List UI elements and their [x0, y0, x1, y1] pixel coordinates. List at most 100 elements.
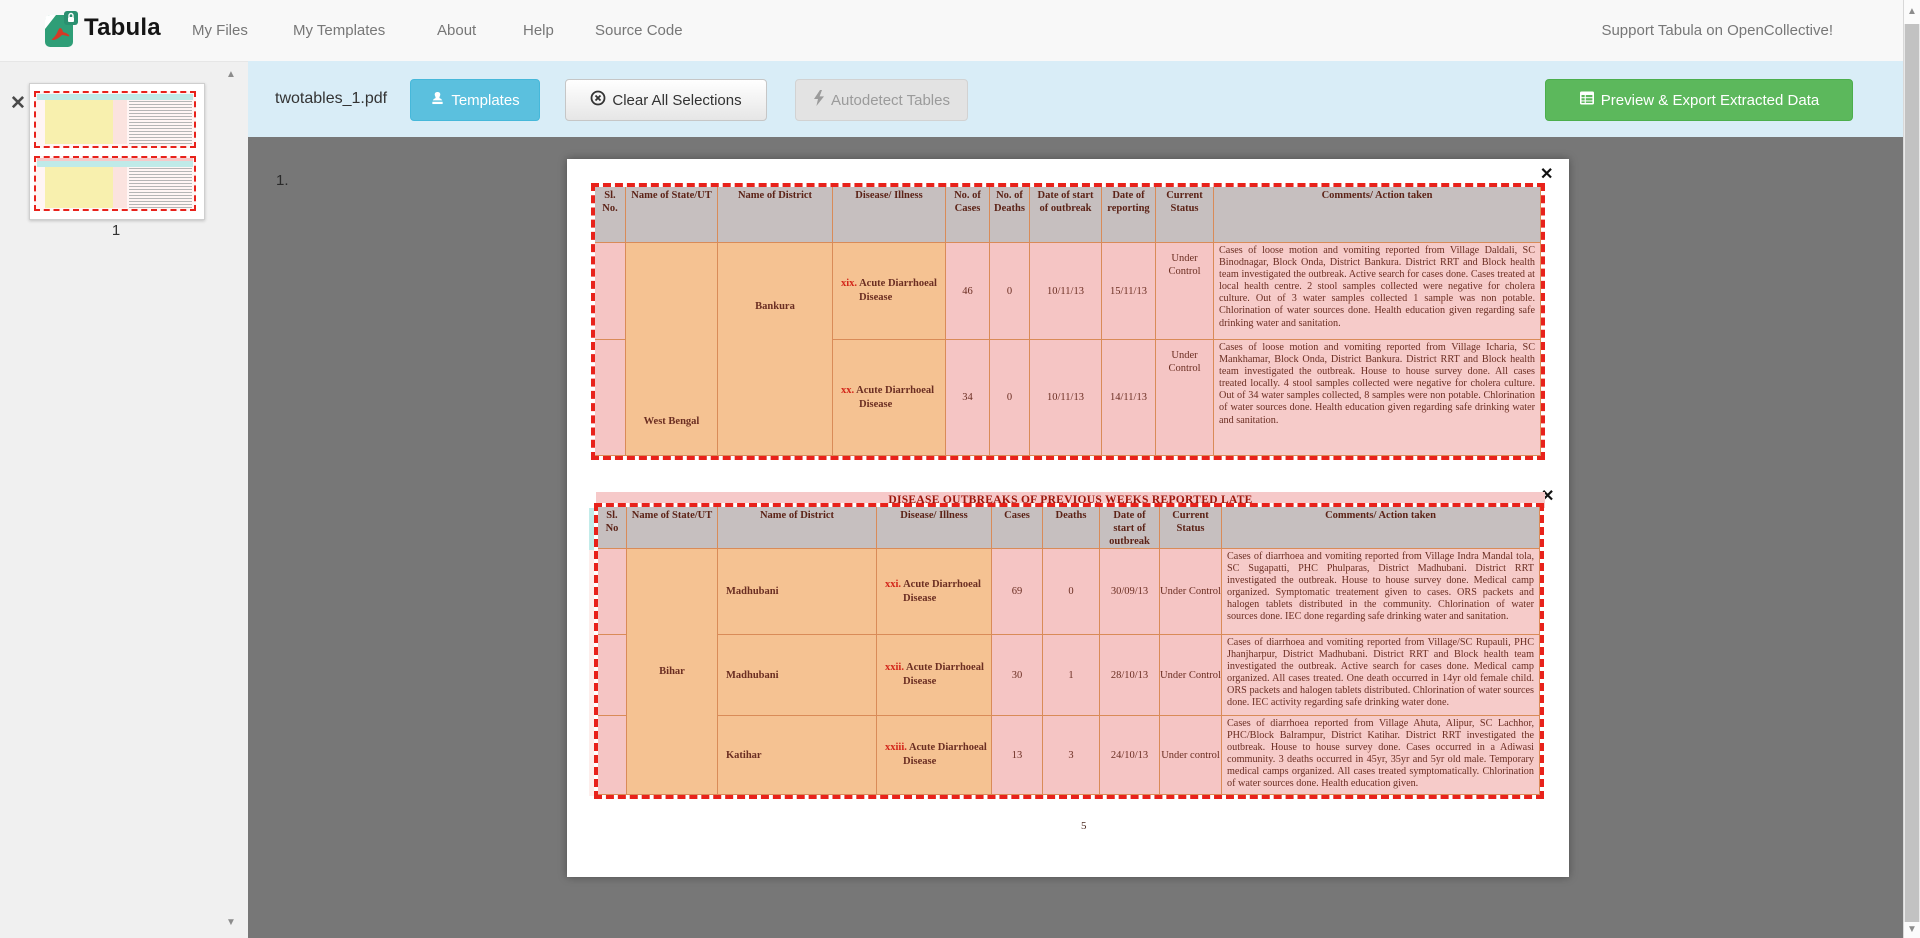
t2-cell-disease-2: xxii. Acute Diarrhoeal Disease — [877, 635, 992, 716]
t2-roman-2: xxii. — [885, 662, 904, 674]
t1-cell-start-1: 10/11/13 — [1030, 243, 1102, 340]
brand-title[interactable]: Tabula — [84, 14, 161, 41]
t2-cell-status-2: Under Control — [1160, 635, 1222, 716]
scrollbar-up-button[interactable]: ▲ — [1904, 0, 1920, 24]
t1-cell-reporting-1: 15/11/13 — [1102, 243, 1156, 340]
t1-cell-sl — [595, 243, 626, 340]
nav-item-help[interactable]: Help — [523, 22, 554, 39]
table-1: Sl. No. Name of State/UT Name of Distric… — [595, 187, 1541, 456]
t2-cell-status-1: Under Control — [1160, 549, 1222, 635]
nav-item-my-files[interactable]: My Files — [192, 22, 248, 39]
scrollbar-down-button[interactable]: ▼ — [1904, 922, 1920, 938]
pdf-page-number: 5 — [1081, 820, 1087, 832]
templates-button[interactable]: Templates — [410, 79, 540, 121]
scroll-up-arrow: ▲ — [1907, 6, 1917, 17]
clear-all-selections-label: Clear All Selections — [612, 91, 742, 109]
nav-item-my-templates[interactable]: My Templates — [293, 22, 386, 39]
nav-item-source-code[interactable]: Source Code — [595, 22, 683, 39]
page-list-marker: 1. — [276, 172, 289, 189]
table-selection-1[interactable]: Sl. No. Name of State/UT Name of Distric… — [591, 183, 1545, 460]
preview-export-button[interactable]: Preview & Export Extracted Data — [1545, 79, 1853, 121]
t2-cell-deaths-1: 0 — [1043, 549, 1100, 635]
t2-cell-deaths-2: 1 — [1043, 635, 1100, 716]
t1-header-status: Current Status — [1156, 187, 1214, 243]
remove-page-button[interactable]: ✕ — [10, 93, 26, 114]
t2-cell-district-2: Madhubani — [718, 635, 877, 716]
scrollbar-thumb[interactable] — [1905, 24, 1919, 922]
t1-cell-disease-2: xx. Acute Diarrhoeal Disease — [833, 340, 946, 456]
selection-1-close-icon[interactable]: ✕ — [1540, 166, 1554, 183]
t2-cell-disease-3: xxiii. Acute Diarrhoeal Disease — [877, 716, 992, 795]
t2-header-sl: Sl. No — [598, 507, 627, 549]
t2-cell-cases-2: 30 — [992, 635, 1043, 716]
t2-cell-sl — [598, 549, 627, 635]
t2-cell-start-3: 24/10/13 — [1100, 716, 1160, 795]
sidebar-scroll-up-arrow[interactable]: ▲ — [226, 69, 236, 80]
t1-cell-cases-2: 34 — [946, 340, 990, 456]
t1-header-start: Date of start of outbreak — [1030, 187, 1102, 243]
t2-cell-sl — [598, 635, 627, 716]
t2-cell-cases-3: 13 — [992, 716, 1043, 795]
mini-table-cells — [113, 100, 127, 144]
t2-cell-district-1: Madhubani — [718, 549, 877, 635]
t2-cell-start-2: 28/10/13 — [1100, 635, 1160, 716]
t1-cell-district: Bankura — [718, 243, 833, 456]
table-icon — [1579, 90, 1595, 110]
t1-cell-state: West Bengal — [626, 243, 718, 456]
t2-cell-comment-2: Cases of diarrhoea and vomiting reported… — [1222, 635, 1540, 716]
t2-cell-sl — [598, 716, 627, 795]
t2-header-start: Date of start of outbreak — [1100, 507, 1160, 549]
t1-header-disease: Disease/ Illness — [833, 187, 946, 243]
preview-export-label: Preview & Export Extracted Data — [1600, 91, 1820, 109]
stamp-icon — [430, 91, 445, 110]
t2-header-disease: Disease/ Illness — [877, 507, 992, 549]
templates-button-label: Templates — [451, 91, 520, 109]
document-filename: twotables_1.pdf — [275, 90, 388, 107]
t2-cell-start-1: 30/09/13 — [1100, 549, 1160, 635]
t1-cell-status-2: Under Control — [1156, 340, 1214, 456]
t1-header-district: Name of District — [718, 187, 833, 243]
t1-header-cases: No. of Cases — [946, 187, 990, 243]
page-thumbnail[interactable] — [29, 83, 205, 220]
mini-table-text — [129, 101, 192, 144]
mini-table-header — [37, 161, 193, 167]
mini-table-cells — [113, 167, 127, 208]
t2-header-cases: Cases — [992, 507, 1043, 549]
pdf-page[interactable]: ✕ ✕ Sl. No. Name of State/UT Name of Dis… — [567, 159, 1569, 877]
autodetect-tables-label: Autodetect Tables — [831, 91, 950, 109]
t2-header-deaths: Deaths — [1043, 507, 1100, 549]
t2-cell-district-3: Katihar — [718, 716, 877, 795]
t1-cell-deaths-2: 0 — [990, 340, 1030, 456]
t2-header-district: Name of District — [718, 507, 877, 549]
table-selection-2[interactable]: Sl. No Name of State/UT Name of District… — [594, 503, 1544, 799]
t2-header-status: Current Status — [1160, 507, 1222, 549]
support-link[interactable]: Support Tabula on OpenCollective! — [1601, 22, 1833, 39]
table-2-header-sliver — [589, 508, 598, 550]
t2-cell-comment-1: Cases of diarrhoea and vomiting reported… — [1222, 549, 1540, 635]
thumbnail-selection-2[interactable] — [34, 156, 196, 211]
t1-header-sl: Sl. No. — [595, 187, 626, 243]
mini-table-columns — [45, 167, 113, 208]
window-scrollbar[interactable]: ▲ ▼ — [1903, 0, 1920, 938]
t1-roman-1: xix. — [841, 278, 858, 290]
t1-cell-disease-1: xix. Acute Diarrhoeal Disease — [833, 243, 946, 340]
sidebar-scroll-down-arrow[interactable]: ▼ — [226, 917, 236, 928]
mini-table-title — [37, 158, 193, 161]
t1-cell-start-2: 10/11/13 — [1030, 340, 1102, 456]
t1-cell-sl — [595, 340, 626, 456]
nav-item-about[interactable]: About — [437, 22, 477, 39]
t1-roman-2: xx. — [841, 384, 855, 396]
t1-header-deaths: No. of Deaths — [990, 187, 1030, 243]
t1-header-comments: Comments/ Action taken — [1214, 187, 1541, 243]
thumbnail-selection-1[interactable] — [34, 91, 196, 148]
table-2-body-sliver — [589, 550, 598, 796]
scroll-down-arrow: ▼ — [1907, 924, 1917, 935]
clear-all-selections-button[interactable]: Clear All Selections — [565, 79, 767, 121]
tabula-logo-icon[interactable] — [44, 11, 78, 49]
navbar: Tabula My Files My Templates About Help … — [0, 0, 1920, 62]
t2-cell-deaths-3: 3 — [1043, 716, 1100, 795]
t1-cell-comment-1: Cases of loose motion and vomiting repor… — [1214, 243, 1541, 340]
autodetect-tables-button[interactable]: Autodetect Tables — [795, 79, 968, 121]
t2-cell-disease-1: xxi. Acute Diarrhoeal Disease — [877, 549, 992, 635]
